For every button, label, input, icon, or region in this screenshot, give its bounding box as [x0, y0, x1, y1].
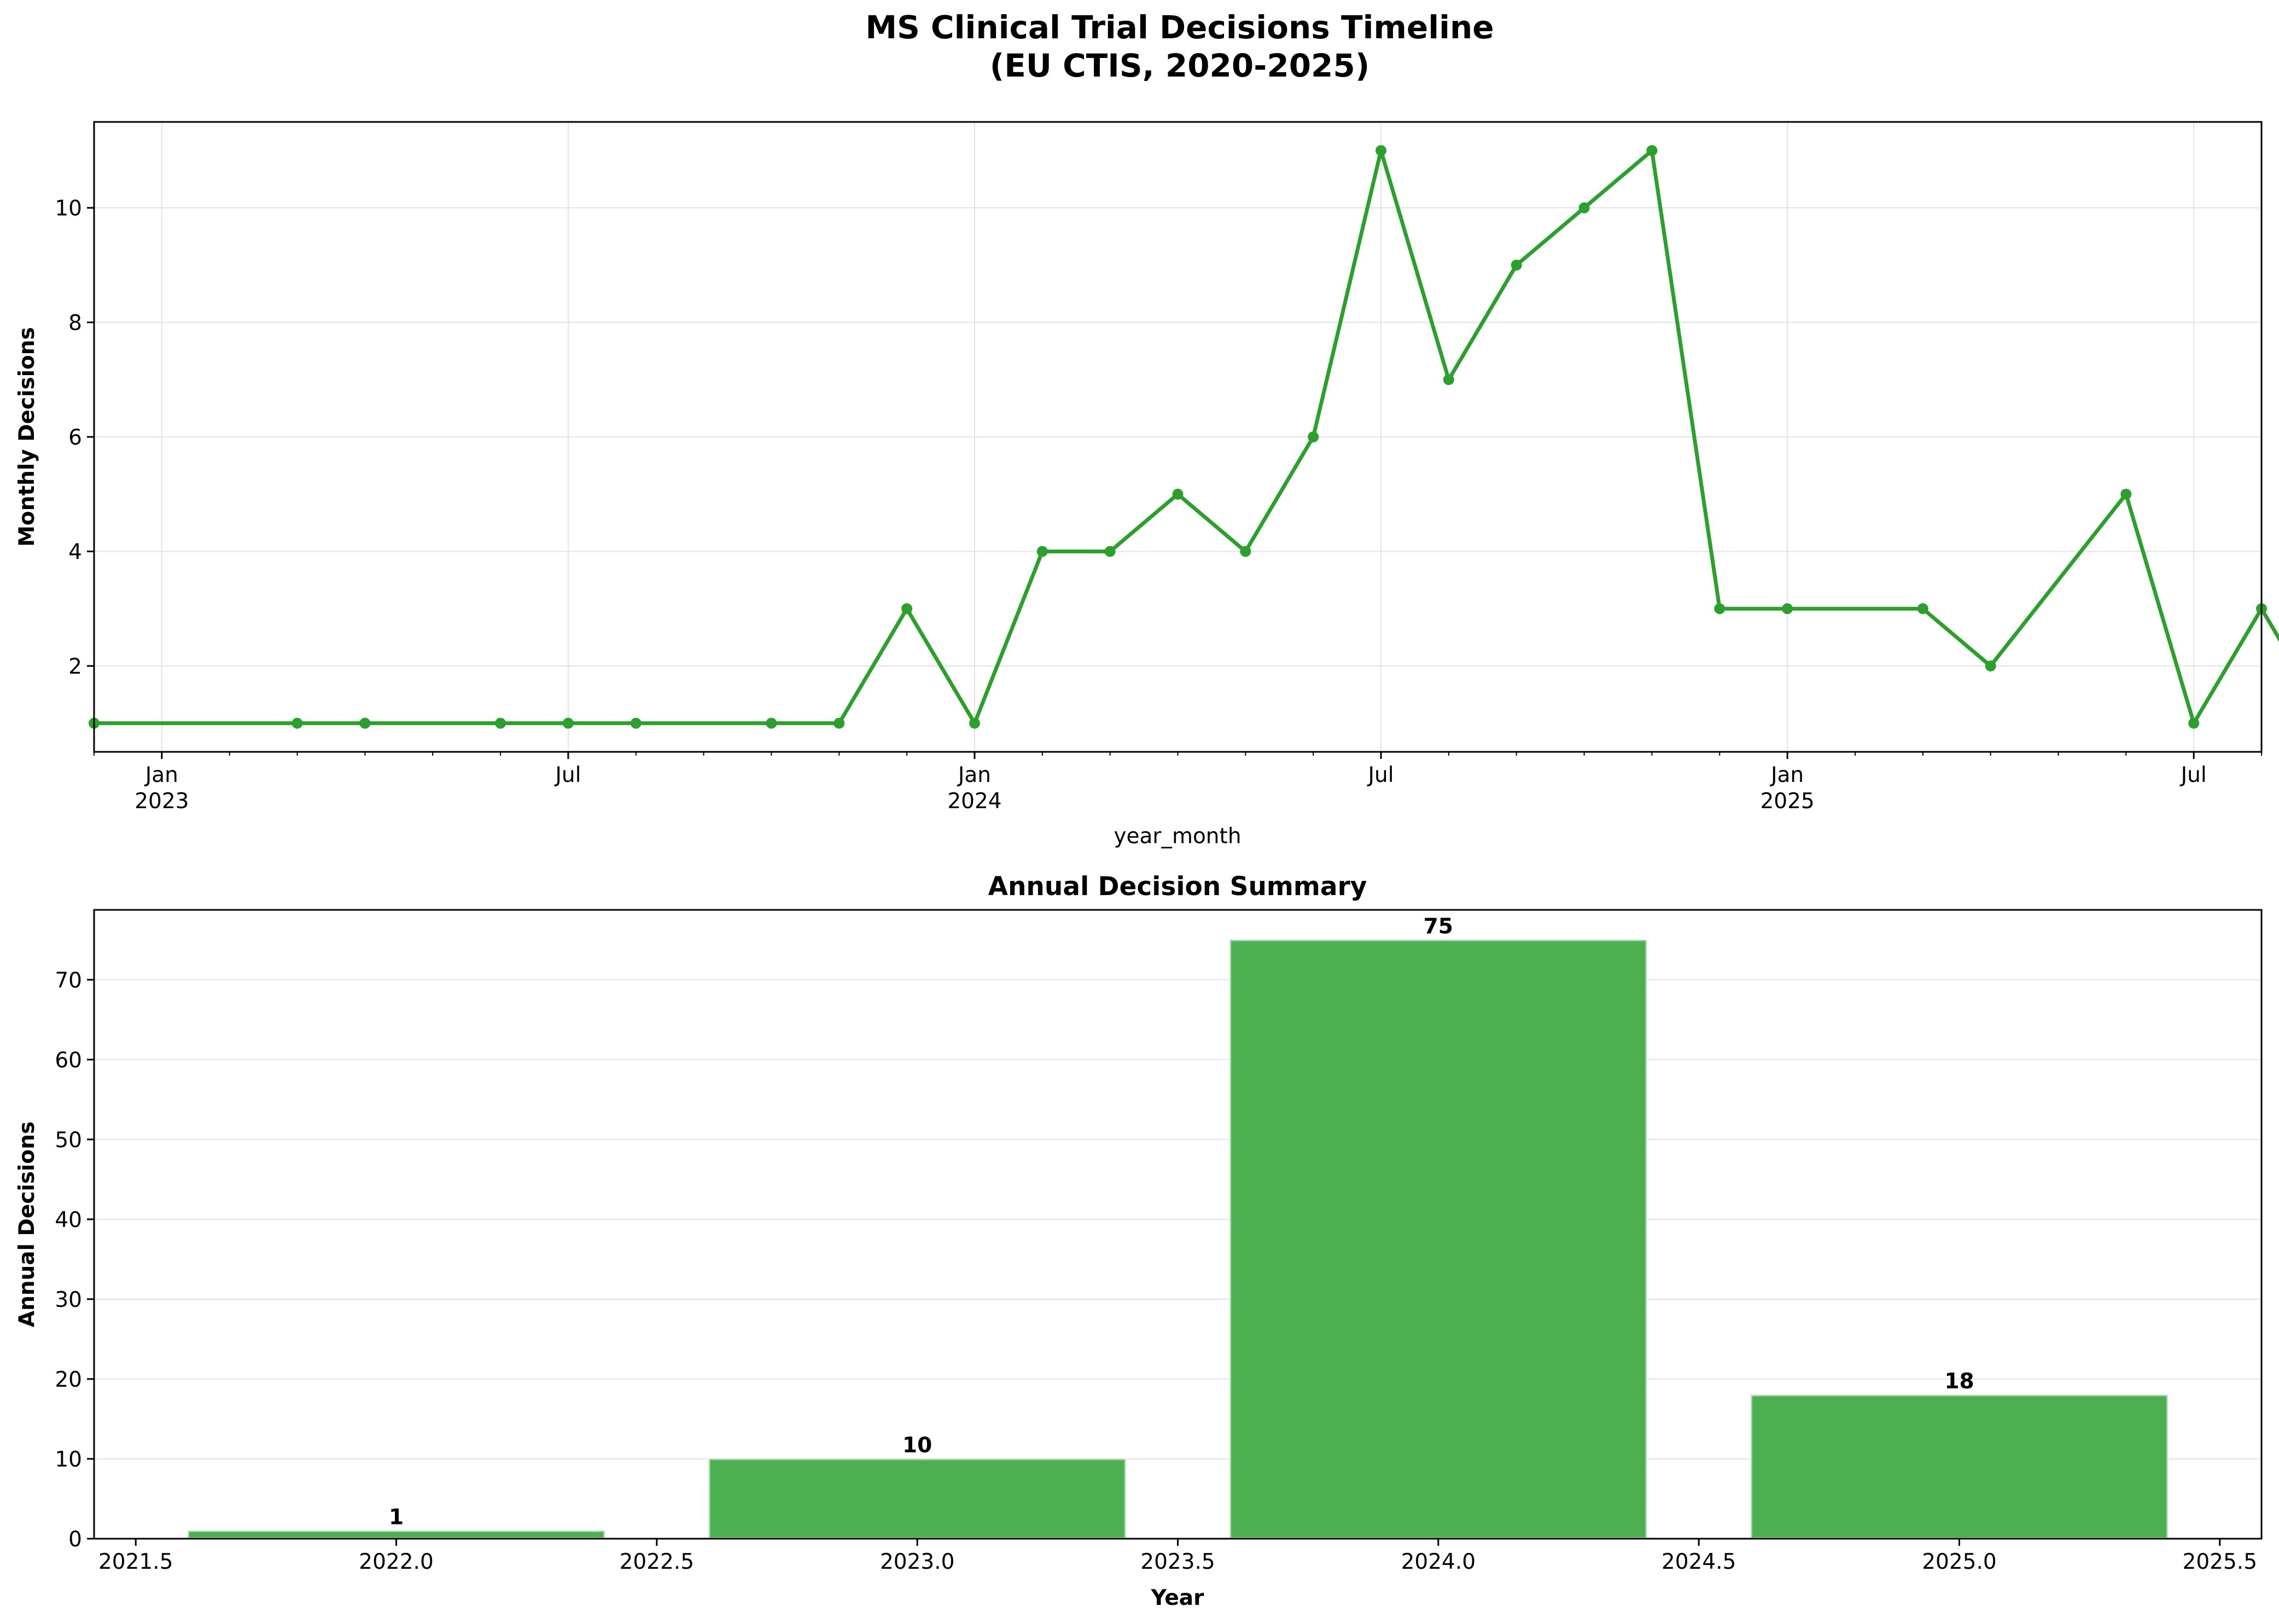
monthly-decisions-point	[562, 717, 574, 729]
monthly-decisions-point	[630, 717, 642, 729]
bar-chart-x-tick-label: 2025.0	[1922, 1550, 1996, 1574]
monthly-decisions-point	[1443, 374, 1454, 385]
line-chart-y-axis-label: Monthly Decisions	[15, 327, 39, 547]
bar-chart-y-tick-label: 50	[55, 1128, 82, 1153]
line-chart-x-tick-year-label: 2025	[1760, 789, 1814, 814]
bar-chart-x-tick-label: 2025.5	[2183, 1550, 2257, 1574]
bar-chart-y-axis-label: Annual Decisions	[15, 1121, 39, 1327]
bar-chart-y-tick-label: 30	[55, 1288, 82, 1312]
line-chart-y-tick-label: 10	[55, 196, 82, 221]
line-chart-x-tick-label: Jan	[957, 763, 991, 787]
monthly-decisions-point	[1308, 431, 1319, 442]
monthly-decisions-point	[1104, 546, 1116, 557]
monthly-decisions-point	[834, 717, 845, 729]
bar-chart-y-tick-label: 0	[68, 1527, 82, 1552]
bar-chart-x-tick-label: 2021.5	[98, 1550, 173, 1574]
line-chart-x-tick-label: Jul	[553, 763, 581, 787]
line-chart-x-tick-year-label: 2023	[135, 789, 189, 814]
line-chart-y-tick-label: 2	[68, 655, 82, 679]
monthly-decisions-point	[292, 717, 303, 729]
line-chart-x-axis-label: year_month	[1114, 824, 1241, 849]
monthly-decisions-point	[2188, 717, 2200, 729]
monthly-decisions-point	[1511, 259, 1522, 271]
line-chart-y-tick-label: 4	[68, 540, 82, 564]
figure-title-line2: (EU CTIS, 2020-2025)	[990, 47, 1370, 84]
bar-chart-frame	[93, 909, 2263, 1540]
annual-decisions-bar-value-label: 10	[902, 1433, 932, 1458]
monthly-decisions-point	[359, 717, 371, 729]
line-chart-x-tick-label: Jan	[1769, 763, 1804, 787]
bar-chart-y-tick-label: 20	[55, 1368, 82, 1392]
line-chart-x-tick-label: Jul	[1367, 763, 1394, 787]
monthly-decisions-point	[1714, 603, 1726, 615]
annual-decisions-bar-value-label: 1	[389, 1505, 404, 1529]
line-chart-x-tick-label: Jan	[144, 763, 178, 787]
monthly-decisions-point	[1917, 603, 1928, 615]
monthly-decisions-point	[495, 717, 506, 729]
bar-chart-x-axis-label: Year	[1151, 1586, 1204, 1610]
monthly-decisions-point	[1578, 202, 1590, 214]
line-chart-x-tick-label: Jul	[2179, 763, 2207, 787]
annual-decisions-bar-chart: Annual Decision Summary 1 10 75 18 0 10 20 30 4…	[15, 872, 2263, 1610]
annual-decisions-bar	[1228, 938, 1648, 1540]
monthly-decisions-point	[901, 603, 913, 615]
bar-chart-x-tick-label: 2024.0	[1401, 1550, 1476, 1574]
bar-chart-y-tick-label: 40	[55, 1208, 82, 1232]
bar-chart-y-tick-label: 60	[55, 1048, 82, 1073]
monthly-decisions-point	[1646, 145, 1658, 156]
monthly-decisions-point	[1375, 145, 1387, 156]
line-chart-grid	[94, 122, 2261, 752]
line-chart-y-tick-label: 8	[68, 311, 82, 336]
bar-chart-x-tick-label: 2022.5	[620, 1550, 694, 1574]
monthly-decisions-point	[1036, 546, 1048, 557]
bar-chart-y-tick-label: 70	[55, 968, 82, 993]
monthly-decisions-point	[1782, 603, 1793, 615]
bar-chart-data-labels: 1 10 75 18	[389, 914, 1974, 1530]
monthly-decisions-point	[2120, 488, 2132, 500]
monthly-decisions-point	[969, 717, 980, 729]
monthly-decisions-point	[1172, 488, 1184, 500]
monthly-decisions-series-line	[94, 148, 2279, 726]
line-chart-y-tick-label: 6	[68, 425, 82, 450]
annual-decisions-bar-value-label: 18	[1944, 1369, 1974, 1394]
bar-chart-x-tick-label: 2023.0	[880, 1550, 954, 1574]
bar-chart-x-tick-label: 2022.0	[359, 1550, 433, 1574]
bar-chart-bars	[186, 938, 2170, 1540]
line-chart-x-tick-year-label: 2024	[947, 789, 1001, 814]
annual-decisions-bar	[1749, 1393, 2170, 1540]
monthly-decisions-point	[1985, 660, 1996, 671]
monthly-decisions-series-points	[89, 145, 2267, 729]
annual-decisions-bar-value-label: 75	[1424, 914, 1453, 939]
bar-chart-ticks: 0 10 20 30 40 50 60 70 2021.5 2022.0 2022.5 2023.0 2…	[55, 968, 2257, 1574]
bar-chart-x-tick-label: 2023.5	[1140, 1550, 1215, 1574]
annual-decisions-bar	[186, 1529, 607, 1540]
bar-chart-y-tick-label: 10	[55, 1447, 82, 1472]
bar-chart-x-tick-label: 2024.5	[1662, 1550, 1736, 1574]
monthly-decisions-point	[766, 717, 777, 729]
bar-chart-title: Annual Decision Summary	[988, 872, 1367, 902]
monthly-decisions-point	[1240, 546, 1251, 557]
line-chart-frame	[93, 121, 2263, 753]
figure-title-line1: MS Clinical Trial Decisions Timeline	[865, 9, 1494, 46]
annual-decisions-bar	[707, 1457, 1127, 1540]
